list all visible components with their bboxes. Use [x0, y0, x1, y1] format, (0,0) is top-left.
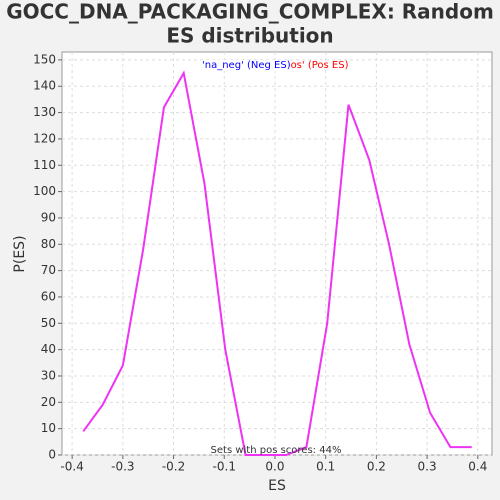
- x-tick-label: -0.3: [111, 460, 134, 474]
- y-tick-label: 100: [33, 184, 56, 198]
- x-tick-label: 0.0: [265, 460, 284, 474]
- y-tick-label: 40: [41, 342, 56, 356]
- y-tick-label: 140: [33, 79, 56, 93]
- x-tick-label: 0.3: [418, 460, 437, 474]
- y-axis-label: P(ES): [12, 235, 28, 272]
- annotation: Sets with pos scores: 44%: [211, 445, 342, 456]
- y-tick-label: 10: [41, 421, 56, 435]
- y-tick-label: 110: [33, 158, 56, 172]
- y-tick-label: 20: [41, 395, 56, 409]
- x-tick-label: 0.2: [367, 460, 386, 474]
- x-tick-label: -0.2: [162, 460, 185, 474]
- legend-entry: 'na_pos' (Pos ES): [264, 60, 349, 71]
- chart-title: GOCC_DNA_PACKAGING_COMPLEX: Random: [6, 0, 494, 24]
- y-tick-label: 0: [48, 448, 56, 462]
- plot-area: [61, 51, 493, 456]
- x-tick-label: 0.1: [316, 460, 335, 474]
- y-tick-label: 70: [41, 263, 56, 277]
- legend-entry: 'na_neg' (Neg ES): [202, 60, 291, 71]
- x-tick-label: -0.1: [213, 460, 236, 474]
- legend-background: [202, 60, 291, 71]
- y-tick-label: 130: [33, 105, 56, 119]
- y-tick-label: 30: [41, 368, 56, 382]
- x-tick-label: 0.4: [468, 460, 487, 474]
- chart-title: ES distribution: [166, 24, 333, 48]
- y-tick-label: 150: [33, 52, 56, 66]
- series-line: [82, 70, 472, 456]
- y-tick-label: 80: [41, 237, 56, 251]
- y-tick-label: 120: [33, 131, 56, 145]
- x-tick-label: -0.4: [60, 460, 83, 474]
- y-tick-label: 50: [41, 316, 56, 330]
- y-tick-label: 90: [41, 210, 56, 224]
- y-tick-label: 60: [41, 289, 56, 303]
- x-axis-label: ES: [268, 478, 286, 494]
